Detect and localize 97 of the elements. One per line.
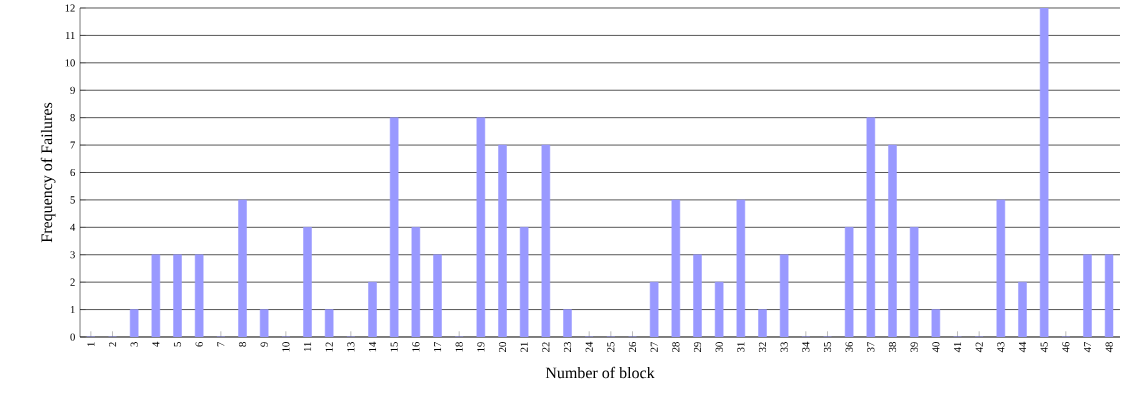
y-tick-label: 12 xyxy=(65,4,75,12)
x-tick-label: 38 xyxy=(888,342,897,352)
bar xyxy=(693,254,702,337)
bar xyxy=(433,254,442,337)
bar xyxy=(238,199,247,337)
x-tick-label: 1 xyxy=(87,342,95,347)
bar xyxy=(476,117,486,337)
bar xyxy=(1039,7,1049,337)
bar xyxy=(1104,254,1114,337)
bar xyxy=(931,309,941,337)
y-tick-label: 1 xyxy=(70,306,75,314)
x-tick-label: 31 xyxy=(737,342,745,352)
x-tick-label: 14 xyxy=(368,341,377,352)
x-tick-label: 8 xyxy=(238,342,247,347)
y-tick-label: 7 xyxy=(70,141,75,149)
bar xyxy=(541,144,551,337)
x-tick-label: 16 xyxy=(412,342,420,352)
x-tick-label: 25 xyxy=(607,342,615,352)
x-tick-label: 37 xyxy=(867,342,875,352)
bar xyxy=(758,309,767,337)
x-tick-label: 24 xyxy=(585,341,593,352)
bar xyxy=(173,254,182,337)
x-tick-label: 18 xyxy=(455,342,463,352)
bar xyxy=(259,309,269,337)
bar xyxy=(411,227,421,337)
y-tick-label: 10 xyxy=(65,59,75,67)
x-tick-label: 29 xyxy=(693,342,702,352)
x-tick-label: 30 xyxy=(715,342,723,352)
bar xyxy=(996,199,1006,337)
x-tick-label: 12 xyxy=(325,342,333,352)
bar xyxy=(844,227,854,337)
x-tick-label: 48 xyxy=(1105,342,1113,353)
bar xyxy=(563,309,572,337)
x-tick-label: 43 xyxy=(997,342,1005,353)
bar xyxy=(324,309,334,337)
y-tick-label: 6 xyxy=(70,168,75,177)
x-tick-label: 32 xyxy=(758,342,767,352)
x-tick-label: 36 xyxy=(845,342,853,352)
y-tick-label: 3 xyxy=(70,251,75,259)
bar xyxy=(194,254,204,337)
x-tick-label: 40 xyxy=(932,342,940,353)
x-tick-label: 5 xyxy=(173,342,182,347)
x-tick-label: 7 xyxy=(217,342,225,347)
x-tick-label: 19 xyxy=(477,342,485,352)
x-tick-label: 22 xyxy=(542,342,550,352)
bar xyxy=(1018,281,1027,337)
x-tick-label: 45 xyxy=(1040,342,1048,353)
x-tick-label: 27 xyxy=(650,342,658,352)
x-tick-label: 23 xyxy=(563,342,572,352)
x-axis-title: Number of block xyxy=(545,366,655,379)
bar xyxy=(519,227,529,337)
bar xyxy=(714,281,724,337)
x-tick-label: 17 xyxy=(433,342,442,352)
x-tick-label: 47 xyxy=(1083,342,1091,353)
x-tick-label: 26 xyxy=(628,342,637,352)
bar xyxy=(909,227,919,337)
x-tick-label: 10 xyxy=(282,342,290,352)
bar xyxy=(151,254,161,337)
x-tick-label: 21 xyxy=(520,342,528,352)
bar xyxy=(498,144,507,337)
bar xyxy=(649,281,659,337)
x-tick-label: 35 xyxy=(823,342,832,352)
x-tick-label: 28 xyxy=(672,342,680,352)
x-tick-label: 6 xyxy=(195,342,203,347)
x-tick-label: 46 xyxy=(1062,342,1070,353)
y-tick-label: 2 xyxy=(70,278,75,286)
bar xyxy=(129,309,139,337)
x-tick-label: 11 xyxy=(303,342,312,352)
x-tick-label: 34 xyxy=(802,341,810,352)
x-tick-label: 42 xyxy=(975,342,983,353)
x-tick-label: 41 xyxy=(953,342,962,353)
y-tick-label: 8 xyxy=(70,114,75,122)
y-tick-label: 9 xyxy=(70,86,75,94)
x-tick-label: 9 xyxy=(260,342,268,347)
bar xyxy=(303,227,312,337)
bar xyxy=(389,117,399,337)
x-tick-label: 13 xyxy=(347,342,355,352)
x-tick-label: 44 xyxy=(1018,341,1026,353)
x-tick-label: 39 xyxy=(910,342,918,352)
x-tick-label: 20 xyxy=(498,342,507,352)
bar xyxy=(368,281,377,337)
y-tick-label: 5 xyxy=(70,196,75,204)
y-tick-label: 11 xyxy=(65,31,75,39)
y-axis-title: Frequency of Failures xyxy=(40,102,56,243)
x-tick-label: 15 xyxy=(390,342,398,352)
y-tick-label: 0 xyxy=(70,333,75,341)
x-tick-label: 4 xyxy=(152,341,160,347)
y-tick-label: 4 xyxy=(70,223,76,231)
x-tick-label: 33 xyxy=(780,342,788,352)
bar xyxy=(888,144,897,337)
bar xyxy=(671,199,681,337)
bar xyxy=(866,117,876,337)
bar xyxy=(736,199,746,337)
bar xyxy=(779,254,789,337)
x-tick-label: 2 xyxy=(108,342,117,347)
bar xyxy=(1083,254,1092,337)
x-tick-label: 3 xyxy=(130,342,138,347)
